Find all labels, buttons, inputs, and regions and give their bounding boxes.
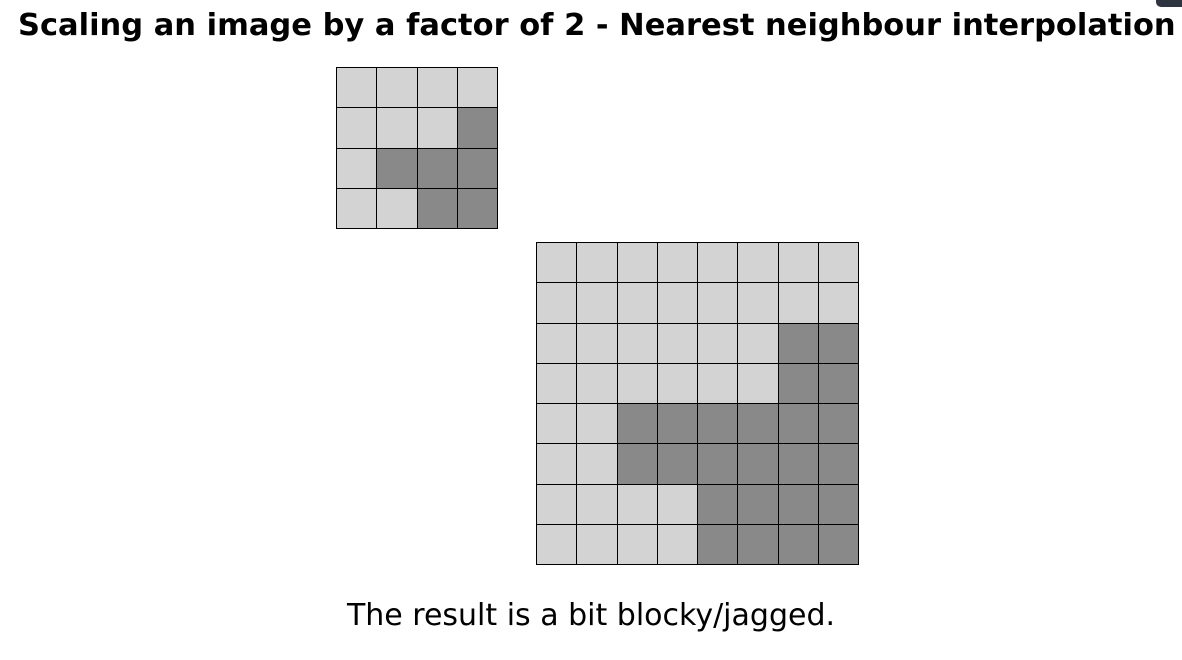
original-image-grid [336, 67, 498, 229]
light-pixel [337, 148, 377, 188]
light-pixel [377, 188, 417, 228]
dark-pixel [657, 404, 697, 444]
dark-pixel [778, 363, 818, 403]
light-pixel [617, 323, 657, 363]
dark-pixel [698, 444, 738, 484]
light-pixel [698, 363, 738, 403]
slide-title: Scaling an image by a factor of 2 - Near… [18, 8, 1176, 43]
light-pixel [577, 444, 617, 484]
dark-pixel [417, 188, 457, 228]
dark-pixel [617, 444, 657, 484]
dark-pixel [778, 444, 818, 484]
light-pixel [738, 323, 778, 363]
light-pixel [617, 283, 657, 323]
light-pixel [577, 484, 617, 524]
light-pixel [577, 404, 617, 444]
light-pixel [617, 243, 657, 283]
dark-pixel [818, 404, 858, 444]
light-pixel [657, 323, 697, 363]
light-pixel [537, 484, 577, 524]
light-pixel [657, 363, 697, 403]
light-pixel [657, 484, 697, 524]
dark-pixel [377, 148, 417, 188]
dark-pixel [818, 524, 858, 564]
light-pixel [657, 524, 697, 564]
light-pixel [337, 108, 377, 148]
light-pixel [577, 363, 617, 403]
light-pixel [457, 68, 497, 108]
dark-pixel [778, 323, 818, 363]
light-pixel [577, 524, 617, 564]
light-pixel [337, 68, 377, 108]
dark-pixel [738, 524, 778, 564]
dark-pixel [457, 188, 497, 228]
light-pixel [537, 444, 577, 484]
light-pixel [617, 363, 657, 403]
dark-pixel [698, 524, 738, 564]
light-pixel [818, 283, 858, 323]
light-pixel [377, 108, 417, 148]
dark-pixel [738, 444, 778, 484]
dark-pixel [778, 404, 818, 444]
light-pixel [537, 283, 577, 323]
slide-caption: The result is a bit blocky/jagged. [346, 598, 836, 633]
dark-pixel [657, 444, 697, 484]
light-pixel [337, 188, 377, 228]
dark-pixel [417, 148, 457, 188]
light-pixel [537, 363, 577, 403]
light-pixel [537, 243, 577, 283]
light-pixel [577, 243, 617, 283]
dark-pixel [778, 524, 818, 564]
dark-pixel [457, 108, 497, 148]
light-pixel [738, 283, 778, 323]
dark-pixel [698, 404, 738, 444]
light-pixel [818, 243, 858, 283]
light-pixel [537, 524, 577, 564]
light-pixel [738, 363, 778, 403]
light-pixel [778, 243, 818, 283]
dark-pixel [617, 404, 657, 444]
light-pixel [577, 323, 617, 363]
corner-tab [1156, 0, 1182, 7]
dark-pixel [818, 323, 858, 363]
light-pixel [657, 243, 697, 283]
light-pixel [698, 283, 738, 323]
dark-pixel [738, 404, 778, 444]
dark-pixel [818, 444, 858, 484]
light-pixel [698, 243, 738, 283]
dark-pixel [818, 484, 858, 524]
light-pixel [617, 524, 657, 564]
dark-pixel [457, 148, 497, 188]
dark-pixel [738, 484, 778, 524]
dark-pixel [778, 484, 818, 524]
light-pixel [537, 323, 577, 363]
dark-pixel [818, 363, 858, 403]
light-pixel [537, 404, 577, 444]
light-pixel [377, 68, 417, 108]
light-pixel [738, 243, 778, 283]
light-pixel [778, 283, 818, 323]
dark-pixel [698, 484, 738, 524]
light-pixel [417, 68, 457, 108]
light-pixel [657, 283, 697, 323]
light-pixel [698, 323, 738, 363]
scaled-image-grid [536, 242, 859, 565]
light-pixel [617, 484, 657, 524]
light-pixel [417, 108, 457, 148]
light-pixel [577, 283, 617, 323]
